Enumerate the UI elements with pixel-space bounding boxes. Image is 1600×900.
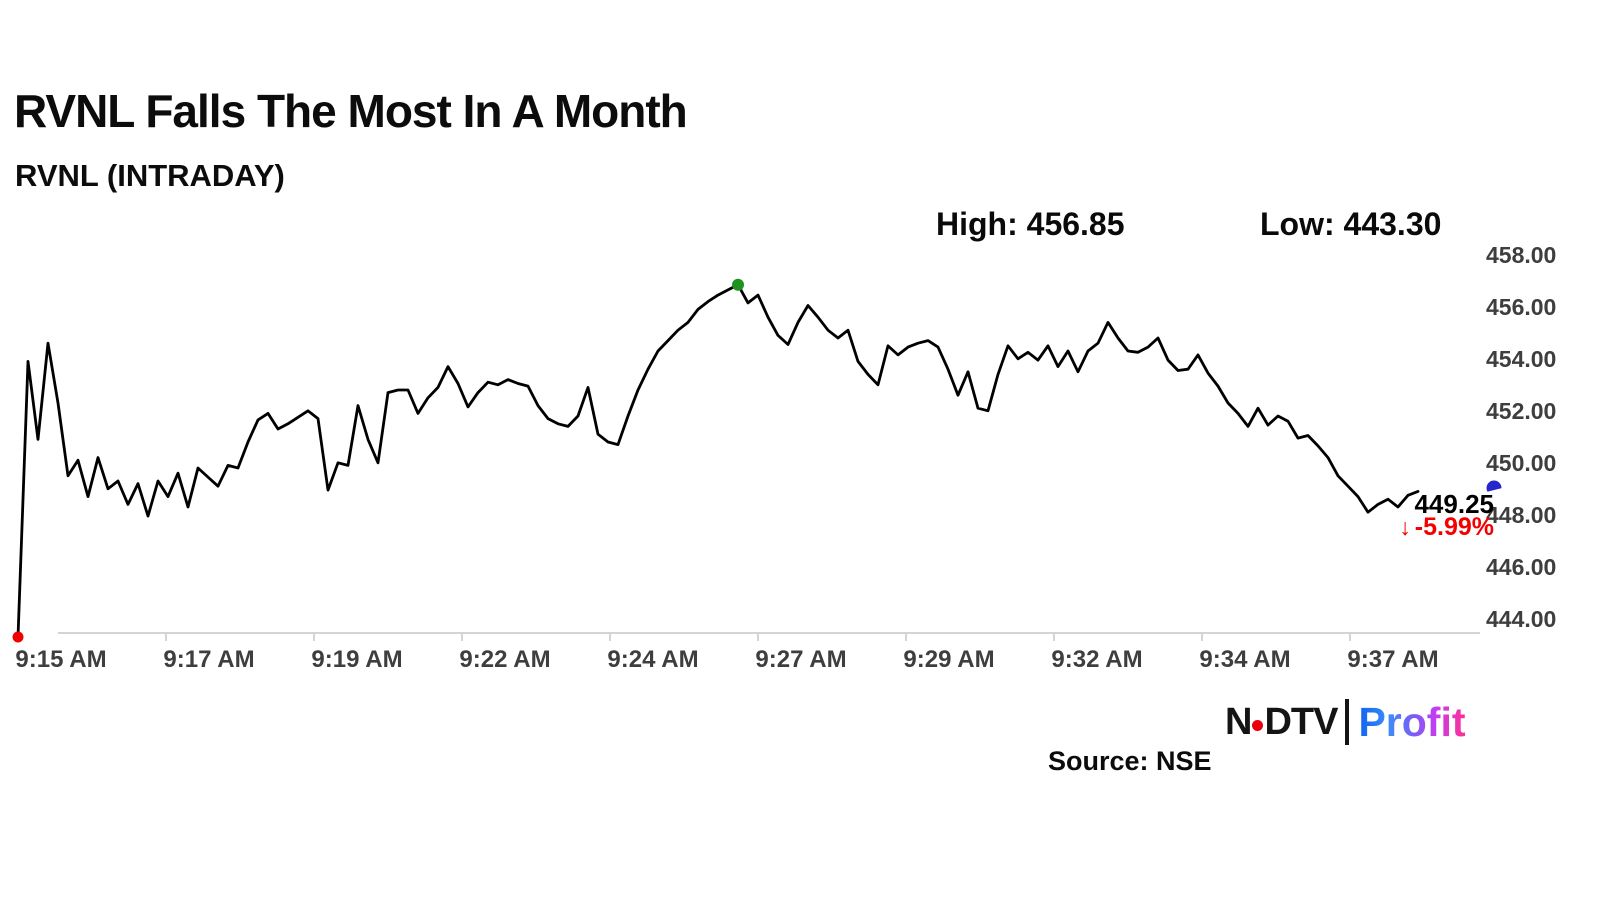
ndtv-wordmark: N DTV <box>1225 700 1338 744</box>
y-axis-label: 452.00 <box>1486 398 1556 424</box>
high-value-label: High: 456.85 <box>936 206 1125 242</box>
x-axis-label: 9:32 AM <box>1051 646 1142 673</box>
y-axis-label: 448.00 <box>1486 502 1556 528</box>
x-axis-label: 9:15 AM <box>15 646 106 673</box>
down-arrow-icon: ↓ <box>1399 514 1411 540</box>
y-axis-label: 444.00 <box>1486 606 1556 632</box>
last-price-label: 449.25 <box>1414 489 1494 519</box>
change-percent-label: ↓ -5.99% <box>1360 513 1494 542</box>
low-value-label: Low: 443.30 <box>1260 206 1442 242</box>
ndtv-profit-logo: N DTV Profit <box>1225 696 1466 748</box>
x-axis-label: 9:24 AM <box>607 646 698 673</box>
ndtv-red-dot-icon <box>1252 719 1264 731</box>
y-axis-label: 450.00 <box>1486 450 1556 476</box>
ndtv-letter-n: N <box>1225 700 1252 743</box>
page-title: RVNL Falls The Most In A Month <box>14 85 688 137</box>
x-axis-label: 9:19 AM <box>311 646 402 673</box>
x-axis-label: 9:37 AM <box>1347 646 1438 673</box>
logo-divider-bar <box>1345 699 1350 745</box>
x-axis-label: 9:34 AM <box>1199 646 1290 673</box>
y-axis-label: 458.00 <box>1486 242 1556 268</box>
profit-wordmark: Profit <box>1358 698 1466 745</box>
x-axis-label: 9:27 AM <box>755 646 846 673</box>
chart-subtitle: RVNL (INTRADAY) <box>15 158 285 193</box>
y-axis-label: 456.00 <box>1486 294 1556 320</box>
open-low-marker <box>12 631 24 643</box>
y-axis-label: 454.00 <box>1486 346 1556 372</box>
ndtv-letters-dtv: DTV <box>1264 700 1338 743</box>
price-line <box>16 283 1420 639</box>
source-attribution: Source: NSE <box>1048 746 1212 776</box>
x-axis-label: 9:22 AM <box>459 646 550 673</box>
high-marker <box>732 278 744 291</box>
x-axis-label: 9:17 AM <box>163 646 254 673</box>
change-percent-value: -5.99% <box>1414 513 1494 541</box>
y-axis-label: 446.00 <box>1486 554 1556 580</box>
x-axis-label: 9:29 AM <box>903 646 994 673</box>
